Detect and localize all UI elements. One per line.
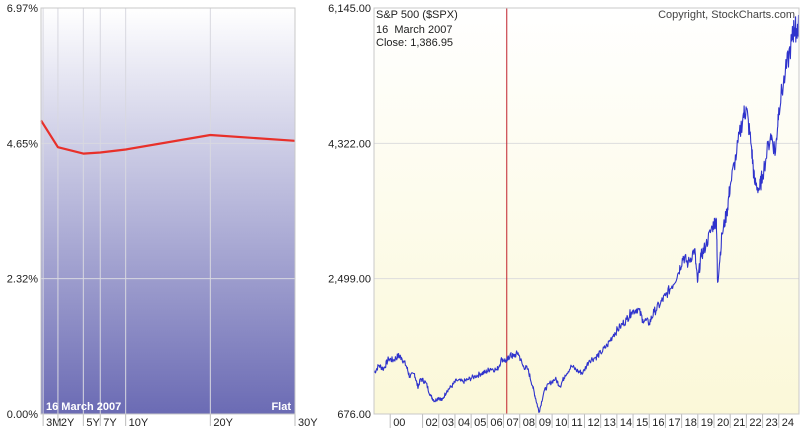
sp500-x-tick-label: 23 (766, 417, 778, 429)
sp500-x-tick-label: 10 (555, 417, 567, 429)
yield-curve-x-tick-label: 7Y (103, 417, 117, 429)
yield-curve-x-tick-label: 30Y (298, 417, 318, 429)
yield-curve-frame (40, 7, 296, 415)
sp500-x-tick-label: 19 (701, 417, 713, 429)
yield-curve-shape-label: Flat (271, 401, 291, 413)
yield-curve-y-tick-label: 0.00% (7, 409, 38, 421)
sp500-cursor-close: Close: 1,386.95 (376, 37, 453, 49)
yield-curve-line (40, 119, 296, 155)
sp500-price-line (373, 14, 800, 413)
sp500-x-tick-label: 18 (685, 417, 697, 429)
sp500-x-tick-label: 11 (571, 417, 582, 429)
sp500-chart-title: S&P 500 ($SPX) (376, 9, 458, 21)
yield-curve-date-label: 16 March 2007 (46, 401, 121, 413)
sp500-x-tick-label: 21 (733, 417, 745, 429)
yield-curve-y-tick-label: 4.65% (7, 138, 38, 150)
yield-curve-y-tick-label: 6.97% (7, 3, 38, 15)
sp500-x-tick-label: 13 (604, 417, 616, 429)
yield-curve-y-tick-labels: 6.97% 4.65% 2.32% 0.00% (7, 3, 38, 421)
sp500-x-tick-label: 04 (458, 417, 470, 429)
sp500-x-tick-label: 02 (426, 417, 438, 429)
sp500-x-tick-label: 16 (652, 417, 664, 429)
yield-curve-x-tick-label: 10Y (129, 417, 149, 429)
yield-curve-x-tick-label: 20Y (213, 417, 233, 429)
sp500-copyright: Copyright, StockCharts.com (658, 9, 795, 21)
sp500-x-tick-label: 22 (749, 417, 761, 429)
yield-curve-plot-area (41, 8, 295, 414)
yield-curve-x-tick-label: 5Y (86, 417, 100, 429)
yield-curve-panel: 6.97% 4.65% 2.32% 0.00% 3M 2Y 5Y 7Y 10Y 20Y 30Y 1… (0, 0, 318, 434)
sp500-cursor-date: 16 March 2007 (376, 24, 452, 36)
yield-curve-x-tick-label: 2Y (61, 417, 75, 429)
sp500-x-tick-label: 08 (523, 417, 535, 429)
sp500-x-tick-label: 24 (782, 417, 794, 429)
sp500-y-tick-label: 6,145.00 (328, 3, 371, 15)
sp500-x-tick-label: 06 (490, 417, 502, 429)
yield-curve-background (0, 0, 41, 434)
sp500-y-tick-label: 676.00 (337, 409, 371, 421)
yield-curve-x-tick-label: 3M (46, 417, 61, 429)
sp500-x-tick-label: 05 (474, 417, 486, 429)
sp500-y-tick-label: 4,322.00 (328, 138, 371, 150)
yield-curve-y-tick-label: 2.32% (7, 274, 38, 286)
sp500-x-tick-label: 03 (442, 417, 454, 429)
sp500-x-tick-label: 12 (587, 417, 599, 429)
sp500-x-tick-label: 15 (636, 417, 648, 429)
sp500-frame (373, 7, 800, 415)
sp500-y-tick-label: 2,499.00 (328, 274, 371, 286)
sp500-x-tick-label: 07 (507, 417, 519, 429)
sp500-x-tick-label: 17 (668, 417, 680, 429)
sp500-x-tick-label: 09 (539, 417, 551, 429)
sp500-y-tick-labels: 6,145.00 4,322.00 2,499.00 676.00 (328, 3, 371, 421)
sp500-x-tick-label: 14 (620, 417, 632, 429)
sp500-x-tick-label: 20 (717, 417, 729, 429)
sp500-plot-area (374, 8, 799, 414)
sp500-x-tick-label: 00 (393, 417, 405, 429)
yield-curve-x-tick-labels: 3M 2Y 5Y 7Y 10Y 20Y 30Y (42, 414, 318, 429)
sp500-x-tick-labels: 00 02 03 04 05 06 07 08 09 10 11 12 13 14 15 16 17 18 19 20… (389, 414, 794, 429)
